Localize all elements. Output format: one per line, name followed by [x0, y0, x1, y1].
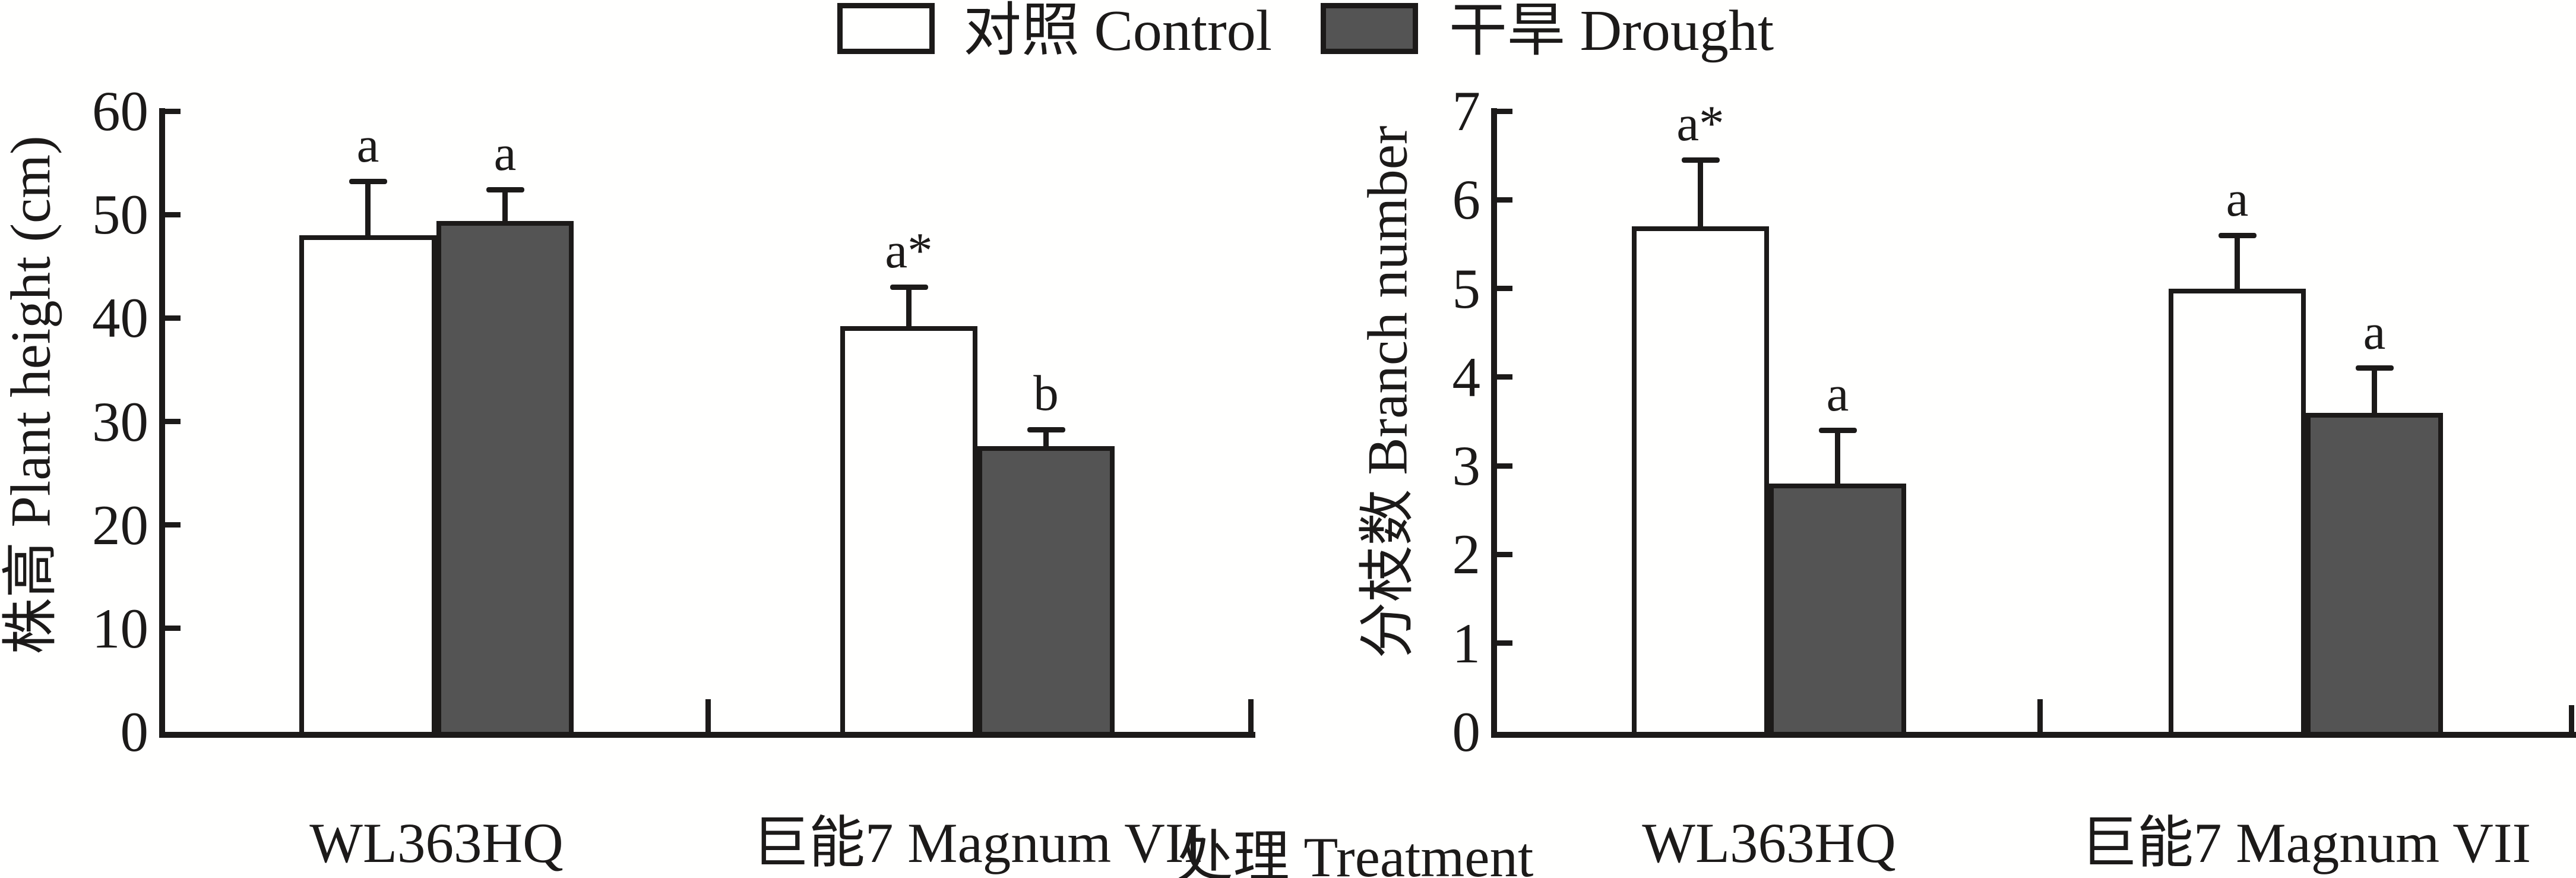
branch-number-control-magnum-vii-bar: [2169, 288, 2306, 732]
branch-number-x-end-tick: [2568, 705, 2574, 732]
legend-label-control: 对照 Control: [963, 0, 1272, 63]
plant-height-control-wl363hq-error-stem: [365, 184, 371, 238]
plant-height-control-magnum-vii-letter: a*: [885, 223, 933, 279]
plant-height-y-tick-label-30: 30: [92, 390, 148, 453]
branch-number-control-wl363hq-error-stem: [1698, 162, 1703, 229]
plant-height-y-tick-30: [165, 419, 181, 424]
plant-height-control-wl363hq-letter: a: [356, 117, 379, 173]
branch-number-category-label-magnum-vii: 巨能7 Magnum VII: [2080, 811, 2531, 874]
branch-number-y-tick-label-5: 5: [1452, 257, 1481, 320]
legend-label-drought: 干旱 Drought: [1449, 0, 1774, 63]
branch-number-drought-wl363hq-letter: a: [1826, 366, 1849, 422]
branch-number-drought-magnum-vii-letter: a: [2363, 304, 2386, 360]
plant-height-drought-magnum-vii-letter: b: [1033, 365, 1059, 422]
plant-height-control-wl363hq-bar: [299, 235, 436, 732]
plant-height-y-tick-label-60: 60: [92, 80, 148, 143]
plant-height-x-end-tick: [1248, 699, 1254, 732]
plant-height-control-wl363hq-error-cap: [349, 178, 387, 184]
branch-number-y-axis-line: [1491, 108, 1497, 738]
branch-number-drought-magnum-vii-error-stem: [2372, 371, 2377, 415]
plant-height-drought-wl363hq-letter: a: [493, 125, 517, 182]
branch-number-category-label-wl363hq: WL363HQ: [1642, 811, 1896, 874]
branch-number-control-magnum-vii-error-stem: [2235, 238, 2240, 291]
plant-height-y-tick-20: [165, 522, 181, 528]
plant-height-drought-magnum-vii-bar: [977, 446, 1115, 732]
plant-height-control-magnum-vii-error-stem: [906, 289, 912, 329]
plant-height-y-tick-40: [165, 315, 181, 321]
branch-number-drought-wl363hq-error-stem: [1835, 432, 1840, 486]
branch-number-drought-wl363hq-bar: [1769, 484, 1906, 732]
branch-number-y-tick-1: [1497, 640, 1512, 646]
plant-height-x-axis-line: [159, 732, 1255, 738]
plant-height-y-tick-50: [165, 211, 181, 217]
branch-number-control-wl363hq-bar: [1632, 226, 1769, 732]
branch-number-y-tick-label-3: 3: [1452, 434, 1481, 498]
plant-height-y-axis-line: [159, 108, 165, 738]
branch-number-y-tick-label-6: 6: [1452, 168, 1481, 232]
plant-height-drought-magnum-vii-error-stem: [1043, 432, 1049, 449]
branch-number-y-tick-2: [1497, 551, 1512, 557]
branch-number-y-tick-7: [1497, 108, 1512, 114]
plant-height-x-mid-tick: [705, 699, 711, 732]
branch-number-y-tick-6: [1497, 197, 1512, 203]
branch-number-y-tick-3: [1497, 463, 1512, 469]
branch-number-drought-magnum-vii-error-cap: [2355, 365, 2394, 371]
legend-swatch-control: [837, 3, 935, 54]
branch-number-y-tick-label-0: 0: [1452, 700, 1481, 763]
plant-height-y-tick-label-0: 0: [120, 700, 149, 763]
plant-height-category-label-wl363hq: WL363HQ: [309, 811, 564, 874]
plant-height-control-magnum-vii-error-cap: [890, 284, 928, 290]
plant-height-y-tick-label-50: 50: [92, 183, 148, 247]
plant-height-drought-wl363hq-error-cap: [486, 187, 524, 192]
x-axis-title: 处理 Treatment: [1176, 826, 1534, 878]
branch-number-y-tick-label-2: 2: [1452, 523, 1481, 586]
plant-height-drought-wl363hq-error-stem: [502, 192, 508, 223]
plant-height-y-tick-label-10: 10: [92, 596, 148, 660]
branch-number-x-mid-tick: [2037, 699, 2043, 732]
branch-number-control-magnum-vii-error-cap: [2218, 232, 2257, 238]
branch-number-control-magnum-vii-letter: a: [2226, 171, 2249, 227]
plant-height-y-tick-10: [165, 626, 181, 631]
plant-height-drought-wl363hq-bar: [436, 220, 574, 732]
branch-number-y-tick-label-7: 7: [1452, 80, 1481, 143]
branch-number-y-tick-label-1: 1: [1452, 611, 1481, 675]
plant-height-y-tick-label-40: 40: [92, 286, 148, 350]
plant-height-y-tick-label-20: 20: [92, 493, 148, 557]
branch-number-y-tick-4: [1497, 374, 1512, 380]
plant-height-y-tick-60: [165, 108, 181, 114]
branch-number-x-axis-line: [1491, 732, 2576, 738]
branch-number-control-wl363hq-error-cap: [1681, 157, 1720, 163]
branch-number-drought-magnum-vii-bar: [2306, 412, 2443, 732]
plant-height-control-magnum-vii-bar: [840, 326, 977, 732]
branch-number-y-tick-label-4: 4: [1452, 345, 1481, 409]
branch-number-drought-wl363hq-error-cap: [1818, 427, 1857, 433]
plant-height-drought-magnum-vii-error-cap: [1027, 427, 1065, 432]
plant-height-category-label-magnum-vii: 巨能7 Magnum VII: [752, 811, 1203, 874]
branch-number-y-tick-5: [1497, 286, 1512, 292]
legend-swatch-drought: [1321, 3, 1418, 54]
branch-number-control-wl363hq-letter: a*: [1676, 96, 1724, 152]
